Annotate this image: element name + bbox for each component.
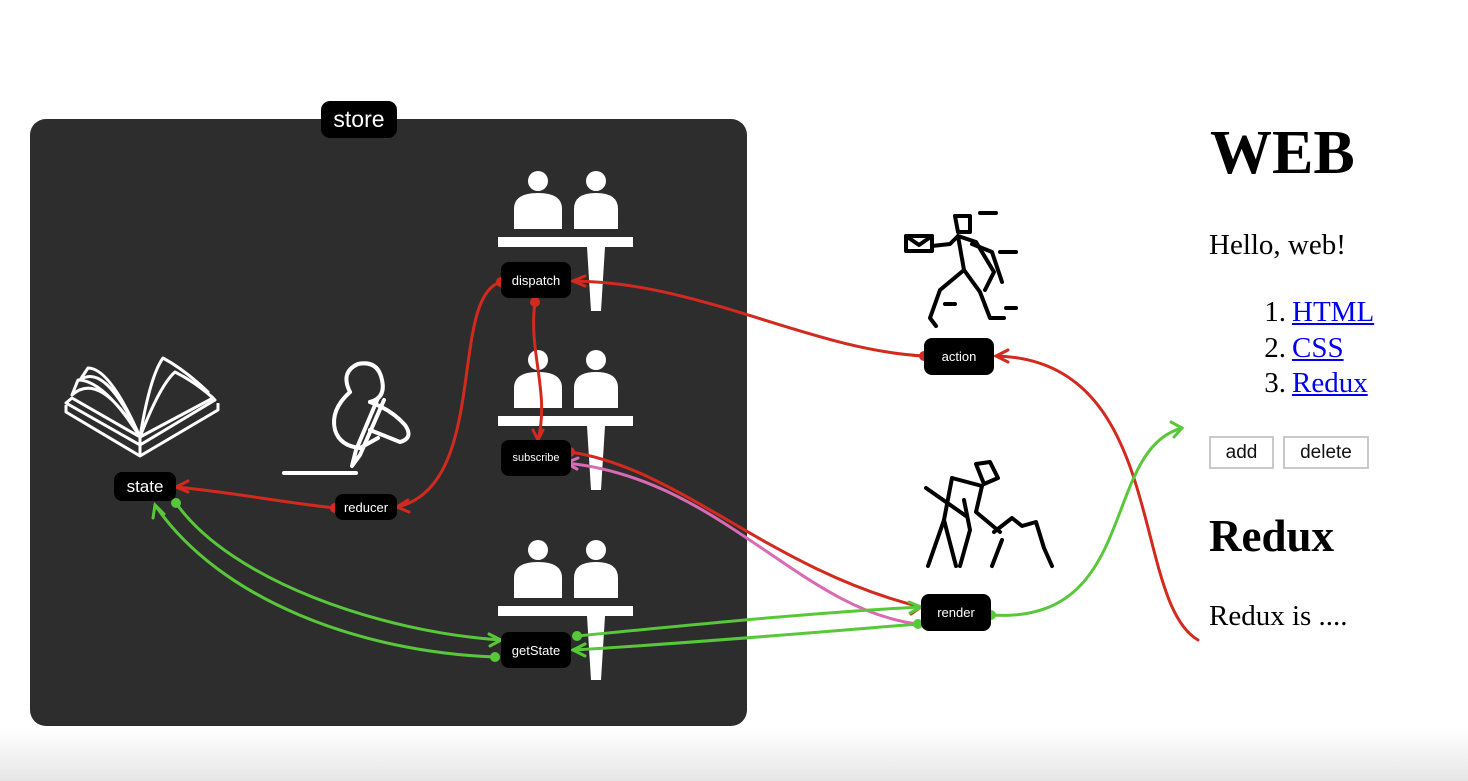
- arrow-action-to-dispatch: [571, 279, 926, 358]
- dispatch-node: dispatch: [501, 262, 571, 298]
- list-item: 2. CSS: [1264, 331, 1344, 364]
- render-node: render: [921, 594, 991, 631]
- section-title: Redux: [1209, 511, 1335, 561]
- state-node: state: [114, 472, 176, 501]
- arrow-render-to-getstate: [571, 622, 920, 652]
- arrow-render-to-action: [994, 354, 1200, 642]
- book-icon: [64, 356, 220, 458]
- action-node: action: [924, 338, 994, 375]
- delivery-person-icon: [904, 211, 1018, 328]
- store-label: store: [321, 101, 397, 138]
- list-item: 3. Redux: [1264, 367, 1368, 399]
- delete-button[interactable]: delete: [1283, 436, 1369, 469]
- getstate-node: getState: [501, 632, 571, 668]
- topic-list: 1. HTML 2. CSS 3. Redux: [1209, 295, 1374, 402]
- arrow-render-to-subscribe: [564, 461, 920, 626]
- reducer-node: reducer: [335, 494, 397, 520]
- bottom-fade: [0, 728, 1468, 781]
- link-redux[interactable]: Redux: [1292, 367, 1368, 399]
- section-body: Redux is ....: [1209, 600, 1348, 632]
- link-html[interactable]: HTML: [1292, 296, 1375, 328]
- add-button[interactable]: add: [1209, 436, 1274, 469]
- arrow-subscribe-to-render: [568, 450, 923, 609]
- arrow-reducer-to-state: [174, 485, 337, 510]
- arrow-dispatch-to-reducer: [395, 280, 503, 509]
- writer-icon: [282, 361, 411, 475]
- worker-digging-icon: [924, 460, 1054, 568]
- link-css[interactable]: CSS: [1292, 331, 1344, 364]
- list-item: 1. HTML: [1264, 296, 1375, 328]
- web-title: WEB: [1210, 119, 1355, 187]
- arrow-render-to-web: [989, 426, 1184, 617]
- arrow-getstate-to-render: [575, 605, 923, 638]
- web-page-preview: WEB Hello, web! 1. HTML 2. CSS 3. Redux add…: [1209, 0, 1468, 700]
- arrow-state-to-getstate: [174, 501, 503, 642]
- subscribe-node: subscribe: [501, 440, 571, 476]
- arrow-getstate-to-state: [153, 503, 497, 659]
- arrow-dispatch-to-subscribe: [532, 300, 544, 442]
- web-greeting: Hello, web!: [1209, 229, 1346, 261]
